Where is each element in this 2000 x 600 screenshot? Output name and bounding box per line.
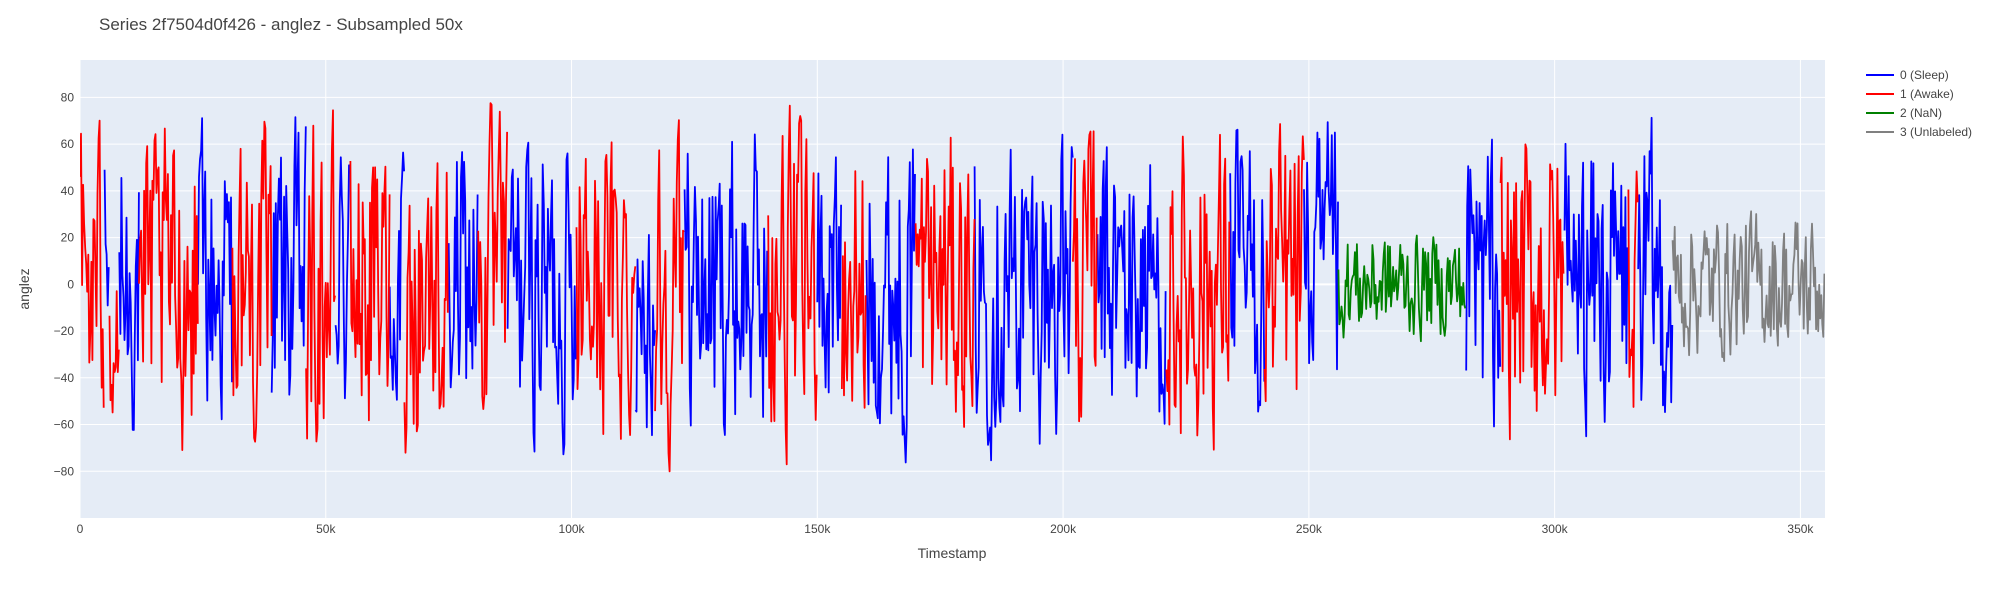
series-line-segment xyxy=(108,290,120,414)
y-axis-ticks: −80 −60 −40 −20 0 20 40 60 80 xyxy=(54,90,75,478)
series-line-segment xyxy=(1303,121,1339,371)
x-axis-title: Timestamp xyxy=(918,545,987,561)
series-line-segment xyxy=(1229,128,1266,413)
x-tick-label: 350k xyxy=(1787,522,1814,536)
legend-item[interactable]: 1 (Awake) xyxy=(1866,87,1954,101)
series-1 xyxy=(80,102,1639,473)
chart-title: Series 2f7504d0f426 - anglez - Subsample… xyxy=(99,15,463,34)
series-line-segment xyxy=(80,119,105,408)
x-tick-label: 100k xyxy=(559,522,586,536)
x-axis-ticks: 0 50k 100k 150k 200k 250k 300k 350k xyxy=(77,522,1815,536)
series-line-segment xyxy=(1627,170,1639,408)
series-line-segment xyxy=(865,148,916,464)
series-line-segment xyxy=(477,102,508,410)
series-line-segment xyxy=(1671,210,1825,362)
series-line-segment xyxy=(654,119,685,473)
series-line-segment xyxy=(197,117,233,421)
series-line-segment xyxy=(334,156,351,400)
series-line-segment xyxy=(1263,123,1305,403)
series-layer xyxy=(80,102,1825,473)
series-line-segment xyxy=(1563,142,1629,438)
legend-item[interactable]: 2 (NaN) xyxy=(1866,106,1942,120)
series-line-segment xyxy=(305,109,336,443)
y-tick-label: 80 xyxy=(61,90,75,104)
series-line-segment xyxy=(1072,130,1098,423)
legend-label: 2 (NaN) xyxy=(1900,106,1942,120)
y-tick-label: −20 xyxy=(54,324,75,338)
series-line-segment xyxy=(1637,116,1674,413)
series-line-segment xyxy=(270,116,307,396)
series-line-segment xyxy=(388,151,405,401)
series-line-segment xyxy=(575,141,637,440)
y-tick-label: −40 xyxy=(54,371,75,385)
x-tick-label: 50k xyxy=(316,522,336,536)
series-line-segment xyxy=(634,234,656,437)
y-tick-label: −80 xyxy=(54,464,75,478)
legend-label: 3 (Unlabeled) xyxy=(1900,125,1972,139)
legend[interactable]: 0 (Sleep) 1 (Awake) 2 (NaN) 3 (Unlabeled) xyxy=(1866,68,1972,139)
series-0 xyxy=(103,116,1674,464)
series-line-segment xyxy=(767,104,818,466)
series-line-segment xyxy=(1465,138,1502,428)
y-tick-label: −60 xyxy=(54,418,75,432)
legend-item[interactable]: 3 (Unlabeled) xyxy=(1866,125,1972,139)
series-line-segment xyxy=(1165,133,1231,451)
series-line-segment xyxy=(447,151,479,389)
y-tick-label: 40 xyxy=(61,184,75,198)
series-2 xyxy=(1337,234,1467,343)
series-line-segment xyxy=(231,120,273,443)
series-line-segment xyxy=(816,156,842,394)
series-line-segment xyxy=(841,170,867,409)
series-line-segment xyxy=(973,133,1074,462)
y-axis-title: anglez xyxy=(16,268,32,309)
legend-label: 0 (Sleep) xyxy=(1900,68,1949,82)
x-tick-label: 200k xyxy=(1050,522,1077,536)
legend-label: 1 (Awake) xyxy=(1900,87,1954,101)
x-tick-label: 0 xyxy=(77,522,84,536)
x-tick-label: 300k xyxy=(1542,522,1569,536)
legend-item[interactable]: 0 (Sleep) xyxy=(1866,68,1949,82)
series-line-segment xyxy=(683,133,769,436)
y-tick-label: 60 xyxy=(61,137,75,151)
series-line-segment xyxy=(506,141,577,456)
series-line-segment xyxy=(914,136,976,428)
series-line-segment xyxy=(1096,146,1167,425)
series-line-segment xyxy=(118,177,140,431)
x-tick-label: 250k xyxy=(1296,522,1323,536)
series-3 xyxy=(1671,210,1825,362)
y-tick-label: 20 xyxy=(61,231,75,245)
y-tick-label: 0 xyxy=(67,277,74,291)
series-line-segment xyxy=(1337,234,1467,343)
series-line-segment xyxy=(1499,143,1565,441)
series-line-segment xyxy=(403,162,449,454)
series-line-segment xyxy=(103,169,110,307)
x-tick-label: 150k xyxy=(804,522,831,536)
series-line-segment xyxy=(138,127,199,451)
series-line-segment xyxy=(349,160,391,422)
